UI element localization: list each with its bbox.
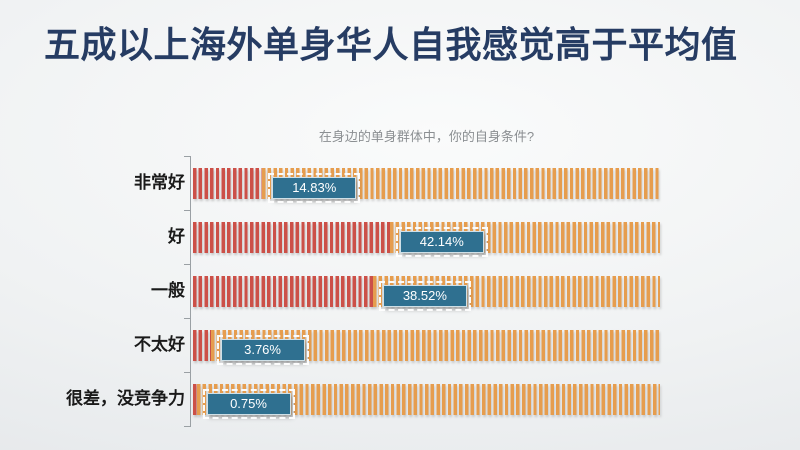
chart-question-title: 在身边的单身群体中，你的自身条件?: [318, 129, 535, 144]
bar-value-segment: [193, 330, 211, 361]
bar-value-segment: [193, 222, 390, 253]
category-label: 一般: [151, 281, 185, 300]
category-label: 不太好: [134, 335, 185, 354]
slide-title: 五成以上海外单身华人自我感觉高于平均值: [44, 24, 738, 65]
category-axis-line: [190, 156, 191, 426]
axis-tick: [184, 426, 191, 427]
value-badge: 14.83%: [268, 173, 361, 203]
axis-tick: [184, 156, 191, 157]
category-label: 非常好: [134, 173, 185, 192]
axis-tick: [184, 318, 191, 319]
category-label: 很差，没竞争力: [66, 389, 185, 408]
category-label: 好: [168, 227, 185, 246]
axis-tick: [184, 372, 191, 373]
axis-tick: [184, 210, 191, 211]
axis-tick: [184, 264, 191, 265]
value-badge: 3.76%: [216, 335, 309, 365]
value-badge: 42.14%: [395, 227, 488, 257]
bar-value-segment: [193, 276, 373, 307]
bar-value-segment: [193, 168, 263, 199]
value-badge: 38.52%: [378, 281, 471, 311]
value-badge: 0.75%: [202, 389, 295, 419]
bar-value-segment: [193, 384, 197, 415]
